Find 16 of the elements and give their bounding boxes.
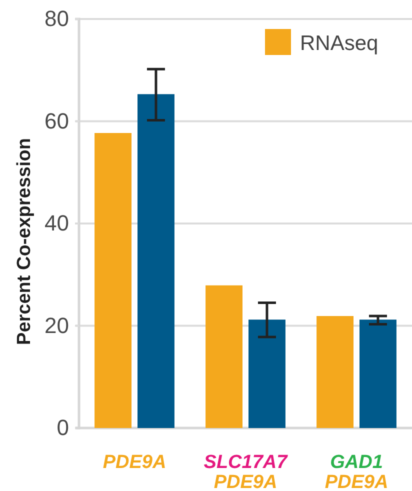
y-axis-title: Percent Co-expression xyxy=(14,138,35,345)
bar xyxy=(94,133,132,428)
legend-label: RNAseq xyxy=(300,32,378,55)
x-tick-label: PDE9A xyxy=(102,452,166,473)
y-tick-label: 20 xyxy=(44,312,69,338)
bar xyxy=(248,320,286,428)
bar xyxy=(137,94,174,428)
y-tick-label: 0 xyxy=(56,415,69,440)
y-tick-label: 60 xyxy=(44,108,69,134)
bar xyxy=(206,285,243,428)
bar xyxy=(316,316,354,428)
x-tick-label: GAD1 PDE9A xyxy=(324,452,388,491)
y-tick-label: 40 xyxy=(44,210,69,236)
bar xyxy=(359,320,396,428)
x-tick-label: SLC17A7 PDE9A xyxy=(204,452,289,491)
y-tick-label: 80 xyxy=(44,6,69,32)
